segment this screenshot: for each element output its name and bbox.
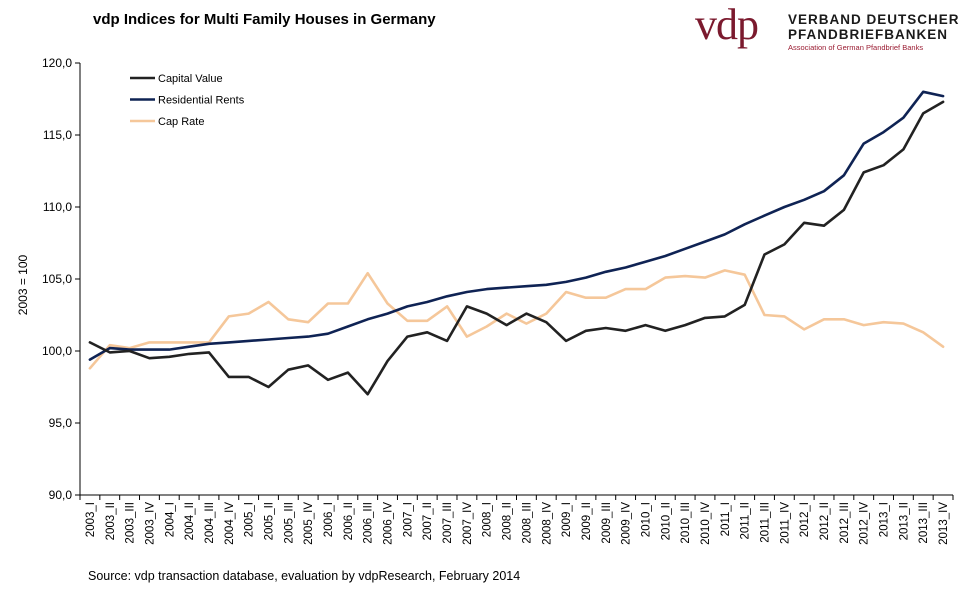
x-tick-label: 2003_II	[105, 502, 117, 540]
x-tick-label: 2008_I	[482, 502, 494, 537]
chart-lines	[88, 90, 945, 396]
x-tick-label: 2008_III	[521, 502, 533, 544]
logo-line-2: PFANDBRIEFBANKEN	[788, 27, 949, 42]
x-tick-label: 2009_III	[601, 502, 613, 544]
logo-mark: vdp	[695, 0, 759, 49]
x-tick-label: 2012_III	[839, 502, 851, 544]
chart-axes: 90,0 95,0 100,0 105,0 110,0 115,0 120,0 2003_I 2…	[42, 56, 954, 545]
x-tick-label: 2007_IV	[462, 502, 474, 545]
y-tick-label: 95,0	[49, 416, 73, 430]
x-tick-label: 2012_II	[819, 502, 831, 540]
x-tick-label: 2005_IV	[303, 502, 315, 545]
x-tick-label: 2003_IV	[144, 502, 156, 545]
x-tick-label: 2011_I	[720, 502, 732, 536]
y-tick-label: 90,0	[49, 488, 73, 502]
x-tick-label: 2010_II	[660, 502, 672, 540]
y-tick-label: 115,0	[43, 128, 72, 142]
x-tick-label: 2006_III	[363, 502, 375, 544]
x-tick-label: 2008_IV	[541, 502, 553, 545]
y-tick-label: 105,0	[42, 272, 72, 286]
x-tick-label: 2007_I	[402, 502, 414, 537]
legend-label: Residential Rents	[158, 95, 245, 107]
source-note: Source: vdp transaction database, evalua…	[88, 569, 521, 583]
series-line-capital-value	[88, 100, 945, 396]
logo-line-3: Association of German Pfandbrief Banks	[788, 43, 924, 52]
series-line-residential-rents	[88, 90, 945, 361]
x-tick-label: 2003_I	[85, 502, 97, 537]
x-tick-label: 2012_IV	[859, 502, 871, 545]
y-tick-label: 100,0	[42, 344, 72, 358]
x-tick-label: 2008_II	[502, 502, 514, 540]
x-tick-label: 2010_III	[680, 502, 692, 544]
logo-line-1: VERBAND DEUTSCHER	[788, 12, 960, 27]
x-tick-label: 2009_I	[561, 502, 573, 537]
x-tick-label: 2009_IV	[621, 502, 633, 545]
x-tick-label: 2003_III	[125, 502, 137, 544]
x-tick-label: 2011_II	[740, 502, 752, 540]
x-tick-label: 2010_I	[640, 502, 652, 537]
legend-label: Cap Rate	[158, 116, 204, 128]
y-axis-label: 2003 = 100	[16, 254, 30, 315]
y-tick-label: 110,0	[43, 200, 72, 214]
x-tick-label: 2012_I	[799, 502, 811, 537]
x-tick-label: 2006_II	[343, 502, 355, 540]
x-tick-label: 2010_IV	[700, 502, 712, 545]
x-tick-label: 2005_II	[263, 502, 275, 540]
x-tick-label: 2013_III	[918, 502, 930, 544]
vdp-logo: vdp VERBAND DEUTSCHER PFANDBRIEFBANKEN A…	[695, 0, 960, 53]
x-tick-label: 2011_IV	[779, 502, 791, 544]
chart-legend: Capital Value Residential Rents Cap Rate	[130, 73, 245, 128]
legend-label: Capital Value	[158, 73, 223, 85]
x-tick-label: 2009_II	[581, 502, 593, 540]
y-tick-label: 120,0	[42, 56, 72, 70]
x-tick-label: 2013_IV	[938, 502, 950, 545]
x-tick-label: 2004_I	[164, 502, 176, 537]
x-tick-label: 2005_I	[244, 502, 256, 537]
x-tick-label: 2005_III	[283, 502, 295, 544]
x-tick-label: 2004_IV	[224, 502, 236, 545]
x-tick-label: 2006_I	[323, 502, 335, 537]
x-tick-label: 2007_II	[422, 502, 434, 540]
x-tick-label: 2004_III	[204, 502, 216, 544]
x-tick-label: 2013_I	[879, 502, 891, 537]
x-tick-label: 2007_III	[442, 502, 454, 544]
chart-title: vdp Indices for Multi Family Houses in G…	[93, 11, 436, 28]
x-tick-label: 2013_II	[898, 502, 910, 540]
x-tick-label: 2004_II	[184, 502, 196, 540]
x-tick-label: 2006_IV	[383, 502, 395, 545]
x-tick-label: 2011_III	[760, 502, 772, 543]
